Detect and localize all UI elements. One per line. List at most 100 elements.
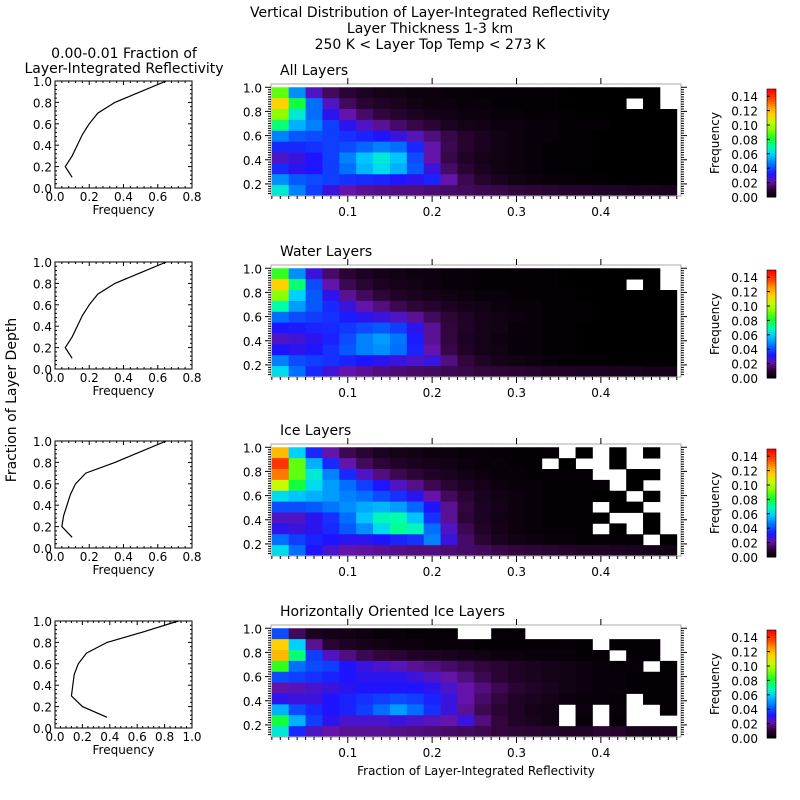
heatmap-cell — [440, 671, 458, 684]
x-axis-label: Frequency — [93, 743, 155, 757]
colorbar-segment — [767, 376, 776, 379]
heatmap-cell — [524, 693, 543, 705]
heatmap-cell — [356, 682, 374, 694]
heatmap-cell — [356, 501, 374, 513]
heatmap-cell — [322, 704, 340, 716]
heatmap-cell — [541, 279, 560, 291]
heatmap-cell — [558, 344, 576, 356]
heatmap-cell — [356, 130, 374, 143]
colorbar-segment — [767, 551, 776, 554]
heatmap-cell — [575, 512, 593, 524]
heatmap-cell — [356, 141, 374, 153]
colorbar-segment — [767, 354, 776, 357]
heatmap-cell — [356, 279, 374, 291]
heatmap-cell — [406, 628, 425, 640]
heatmap-cell — [575, 355, 593, 367]
heatmap-cell — [592, 290, 610, 302]
heatmap-cell — [406, 693, 425, 705]
colorbar-segment — [767, 279, 776, 282]
heatmap-cell — [440, 534, 458, 546]
heatmap-cell — [643, 333, 661, 345]
heatmap-cell — [474, 279, 492, 291]
y-tick-label: 0.8 — [243, 286, 262, 300]
panel-title: Water Layers — [280, 244, 372, 260]
colorbar-segment — [767, 108, 776, 112]
heatmap-cell — [406, 344, 425, 356]
heatmap-cell — [491, 355, 509, 367]
y-tick-label: 1.0 — [243, 622, 262, 636]
heatmap-cell — [659, 130, 678, 143]
heatmap-cell — [643, 366, 661, 378]
profile-plot: 0.0 0.2 0.4 0.6 0.8 0.0 0.2 0.4 0.6 0.8 1.0 Frequen… — [33, 75, 202, 217]
heatmap-cell — [508, 141, 526, 153]
colorbar-segment — [767, 139, 776, 142]
heatmap-cell — [322, 490, 340, 503]
colorbar-segment — [767, 134, 776, 137]
colorbar-tick-label: 0.12 — [731, 286, 758, 300]
heatmap-cell — [373, 141, 391, 153]
colorbar-segment — [767, 135, 776, 139]
heatmap-cell — [508, 545, 526, 557]
heatmap-cell — [592, 545, 610, 557]
colorbar-segment — [767, 311, 776, 314]
heatmap-cell — [609, 300, 627, 313]
panel-3: 0.0 0.2 0.4 0.6 0.8 0.0 0.2 0.4 0.6 0.8 1.0 Frequen… — [33, 423, 777, 579]
heatmap-cell — [423, 715, 441, 727]
colorbar-segment — [767, 152, 776, 155]
heatmap-cell — [626, 726, 644, 738]
heatmap-cell — [389, 322, 408, 334]
colorbar-segment — [767, 553, 776, 556]
heatmap-cell — [541, 366, 560, 378]
heatmap-cell — [389, 366, 408, 378]
heatmap-cell — [524, 152, 543, 164]
heatmap-cell — [592, 512, 610, 524]
heatmap-cell — [423, 671, 441, 684]
heatmap-cell — [575, 300, 593, 313]
colorbar-segment — [767, 477, 776, 481]
panel-title: Horizontally Oriented Ice Layers — [280, 604, 505, 620]
colorbar-segment — [767, 132, 776, 135]
heatmap-cell — [356, 366, 374, 378]
colorbar-segment — [767, 130, 776, 133]
heatmap-cell — [457, 639, 475, 651]
heatmap-cell — [406, 639, 425, 651]
x-tick-label: 0.3 — [507, 386, 526, 400]
heatmap-cell — [609, 682, 627, 694]
heatmap-cell — [609, 447, 627, 459]
heatmap-cell — [491, 185, 509, 197]
heatmap-cell — [609, 366, 627, 378]
colorbar-tick-label: 0.12 — [731, 646, 758, 660]
colorbar-segment — [767, 651, 776, 654]
colorbar-label: Frequency — [708, 472, 722, 534]
heatmap-plot: Horizontally Oriented Ice Layers 0.1 0.2 0.… — [243, 604, 687, 760]
heatmap-cell — [322, 639, 340, 651]
colorbar-segment — [767, 642, 776, 645]
colorbar-segment — [767, 555, 776, 558]
x-tick-label: 0.0 — [45, 190, 64, 204]
colorbar-segment — [767, 273, 776, 276]
heatmap-cell — [440, 130, 458, 143]
colorbar-segment — [767, 639, 776, 642]
heatmap-cell — [626, 671, 644, 684]
heatmap-cell — [339, 279, 357, 291]
heatmap-cell — [322, 355, 340, 367]
colorbar-segment — [767, 530, 776, 533]
heatmap-cell — [322, 300, 340, 313]
x-tick-label: 0.2 — [80, 550, 99, 564]
colorbar-segment — [767, 474, 776, 477]
heatmap-cell — [541, 715, 560, 727]
heatmap-cell — [339, 650, 357, 662]
heatmap-cell — [288, 322, 306, 334]
heatmap-cell — [305, 87, 323, 99]
colorbar-segment — [767, 684, 776, 687]
heatmap-cell — [423, 628, 441, 640]
colorbar-segment — [767, 660, 776, 663]
heatmap-cell — [659, 185, 678, 197]
colorbar: 0.000.020.040.060.080.100.120.14 Frequenc… — [708, 629, 777, 746]
heatmap-cell — [305, 290, 323, 302]
heatmap-cell — [406, 534, 425, 546]
heatmap-cell — [457, 355, 475, 367]
heatmap-cell — [339, 512, 357, 524]
heatmap-cell — [423, 333, 441, 345]
heatmap-cell — [659, 726, 678, 738]
